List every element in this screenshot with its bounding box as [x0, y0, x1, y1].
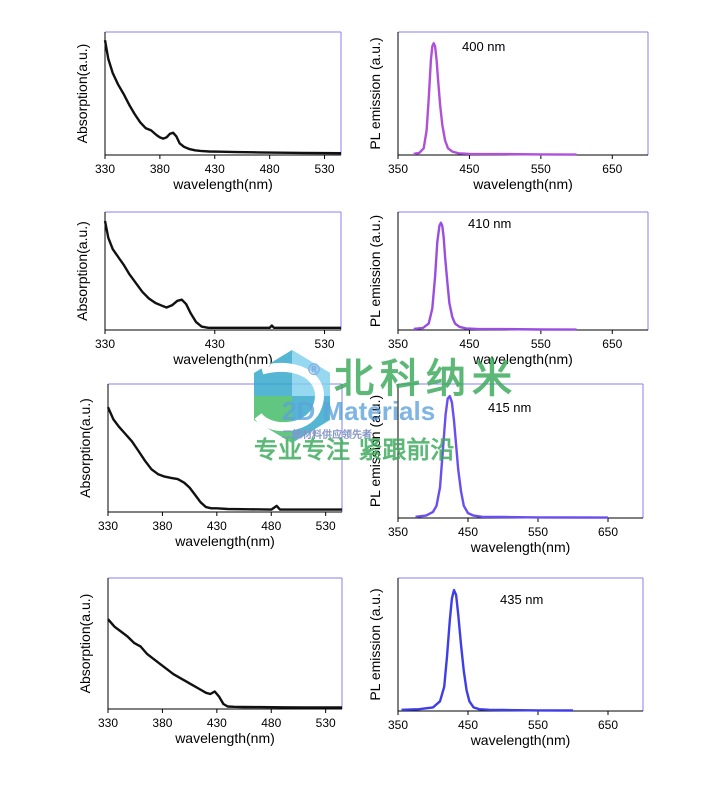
peak-label: 400 nm [462, 39, 505, 54]
x-tick-label: 530 [315, 337, 335, 351]
pl2-chart: 350 450 550 650 wavelength(nm) PL emission (a… [367, 211, 649, 367]
y-axis-label: PL emission (a.u.) [367, 215, 383, 327]
watermark-cn-small: 二维材料供应领先者 [282, 428, 372, 441]
x-axis-label: wavelength(nm) [172, 176, 273, 192]
x-tick-label: 430 [207, 519, 227, 533]
y-axis-label: Absorption(a.u.) [74, 44, 90, 144]
x-axis-label: wavelength(nm) [174, 533, 275, 549]
x-axis-label: wavelength(nm) [470, 539, 571, 555]
x-tick-label: 430 [205, 162, 225, 176]
x-axis-label: wavelength(nm) [470, 732, 571, 748]
x-tick-label: 480 [261, 716, 281, 730]
x-tick-label: 650 [598, 525, 618, 539]
abs2-series-line [103, 220, 341, 329]
x-tick-label: 650 [602, 337, 622, 351]
x-tick-label: 450 [458, 525, 478, 539]
abs4-series-line [107, 618, 342, 709]
x-tick-label: 380 [152, 519, 172, 533]
x-tick-label: 530 [316, 519, 336, 533]
watermark-logo: 北科纳米 ® 2D Materials 二维材料供应领先者 专业专注 紧跟前沿 [254, 350, 518, 464]
x-tick-label: 650 [602, 162, 622, 176]
watermark-cn-main: 北科纳米 [334, 356, 518, 402]
y-axis-label: Absorption(a.u.) [74, 221, 90, 321]
x-tick-label: 650 [598, 718, 618, 732]
x-tick-label: 550 [528, 525, 548, 539]
abs4-chart: 330 380 430 480 530 wavelength(nm) Absorption(… [77, 577, 343, 746]
abs1-series-line [103, 39, 342, 155]
pl4-series-line [401, 588, 574, 712]
watermark-en: 2D Materials [282, 396, 435, 426]
x-tick-label: 450 [459, 337, 479, 351]
abs3-series-line [106, 406, 342, 511]
pl2-series-line [413, 221, 577, 331]
x-tick-label: 330 [95, 337, 115, 351]
peak-label: 415 nm [488, 400, 531, 415]
x-tick-label: 480 [260, 162, 280, 176]
x-tick-label: 380 [150, 162, 170, 176]
watermark-cn-sub: 专业专注 紧跟前沿 [254, 436, 454, 464]
watermark-mark: ® [306, 360, 322, 379]
x-tick-label: 530 [315, 162, 335, 176]
peak-label: 435 nm [500, 592, 543, 607]
x-tick-label: 330 [98, 716, 118, 730]
x-tick-label: 350 [388, 337, 408, 351]
pl3-series-line [415, 395, 609, 519]
x-tick-label: 450 [459, 162, 479, 176]
pl1-series-line [413, 42, 577, 156]
x-tick-label: 430 [207, 716, 227, 730]
x-axis-label: wavelength(nm) [172, 351, 273, 367]
x-tick-label: 450 [458, 718, 478, 732]
x-tick-label: 380 [152, 716, 172, 730]
pl1-chart: 350 450 550 650 wavelength(nm) PL emission (a… [367, 31, 649, 192]
y-axis-label: PL emission (a.u.) [367, 395, 383, 507]
y-axis-label: Absorption(a.u.) [77, 398, 93, 498]
x-axis-label: wavelength(nm) [472, 351, 573, 367]
x-tick-label: 550 [531, 162, 551, 176]
abs3-chart: 330 380 430 480 530 wavelength(nm) Absorption(… [77, 383, 343, 549]
x-tick-label: 330 [95, 162, 115, 176]
logo-emblem-icon [254, 350, 330, 443]
pl3-chart: 350 450 550 650 wavelength(nm) PL emission (a… [367, 383, 644, 555]
x-tick-label: 330 [98, 519, 118, 533]
y-axis-label: PL emission (a.u.) [367, 588, 383, 700]
x-tick-label: 350 [388, 525, 408, 539]
peak-label: 410 nm [468, 216, 511, 231]
x-tick-label: 550 [528, 718, 548, 732]
x-tick-label: 350 [388, 162, 408, 176]
x-tick-label: 530 [316, 716, 336, 730]
x-tick-label: 430 [205, 337, 225, 351]
x-axis-label: wavelength(nm) [472, 176, 573, 192]
abs2-chart: 330 430 530 wavelength(nm) Absorption(a.u.) [74, 211, 342, 367]
y-axis-label: Absorption(a.u.) [77, 594, 93, 694]
x-tick-label: 550 [531, 337, 551, 351]
y-axis-label: PL emission (a.u.) [367, 37, 383, 149]
x-tick-label: 480 [261, 519, 281, 533]
x-tick-label: 350 [388, 718, 408, 732]
x-axis-label: wavelength(nm) [174, 730, 275, 746]
pl4-chart: 350 450 550 650 wavelength(nm) PL emission (a… [367, 577, 644, 748]
chart-grid: 330 380 430 480 530 wavelength(nm) Absorption(… [74, 31, 649, 748]
abs1-chart: 330 380 430 480 530 wavelength(nm) Absorption(… [74, 31, 342, 192]
